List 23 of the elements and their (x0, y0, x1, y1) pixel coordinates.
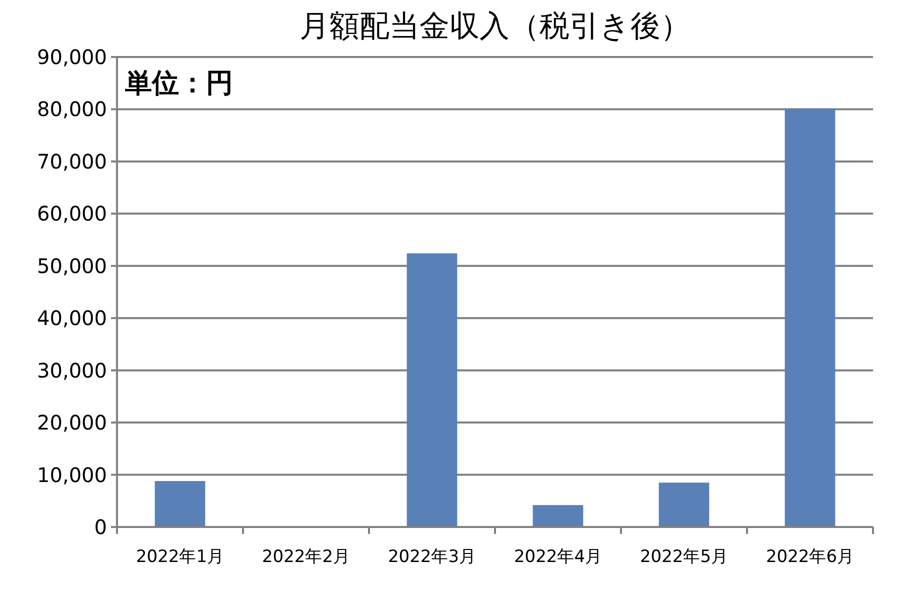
y-tick-label: 90,000 (37, 45, 107, 69)
y-tick-label: 50,000 (37, 254, 107, 278)
bar (532, 505, 584, 527)
x-tick-label: 2022年3月 (388, 547, 476, 567)
y-tick-label: 40,000 (37, 306, 107, 330)
x-tick-label: 2022年5月 (640, 547, 728, 567)
x-tick-label: 2022年6月 (766, 547, 854, 567)
y-tick-label: 80,000 (37, 97, 107, 122)
y-tick-label: 0 (94, 515, 107, 539)
bar (784, 108, 836, 527)
x-tick-label: 2022年2月 (262, 547, 350, 567)
bar (154, 481, 206, 527)
bar (658, 482, 710, 527)
bar (406, 253, 458, 527)
x-tick-label: 2022年1月 (136, 547, 224, 567)
y-tick-label: 70,000 (37, 149, 107, 174)
chart-title: 月額配当金収入（税引き後） (300, 9, 690, 44)
y-tick-label: 30,000 (37, 358, 107, 382)
y-tick-label: 60,000 (37, 202, 107, 226)
y-tick-label: 10,000 (37, 462, 107, 487)
y-tick-label: 20,000 (37, 410, 107, 435)
annotation: 単位：円 (124, 68, 233, 99)
x-tick-label: 2022年4月 (514, 547, 602, 567)
